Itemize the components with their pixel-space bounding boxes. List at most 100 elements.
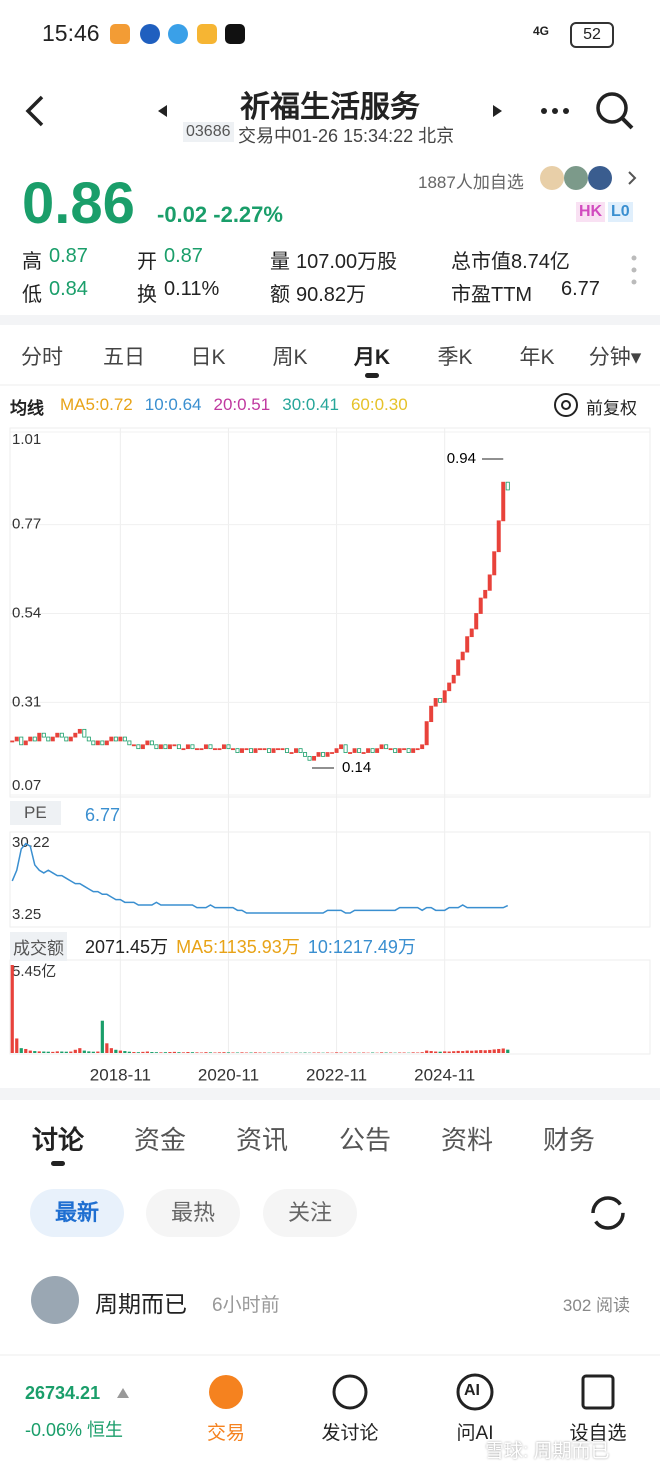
watch-icon[interactable] [581, 1374, 615, 1410]
stat-value: 90.82万 [296, 284, 367, 306]
action-label[interactable]: 发讨论 [321, 1423, 379, 1444]
index-change[interactable]: -0.06% 恒生 [25, 1420, 124, 1440]
candle [501, 481, 506, 522]
candle [316, 752, 321, 757]
volume-summary: MA5:1135.93万 [176, 937, 300, 957]
volume-bar [438, 1051, 442, 1053]
candle [294, 748, 299, 753]
candle [361, 752, 366, 754]
candle [199, 748, 204, 751]
period-tab[interactable]: 周K [272, 346, 308, 369]
stat-value: 0.84 [49, 278, 88, 300]
content-tab[interactable]: 公告 [338, 1125, 391, 1155]
candle [415, 748, 420, 751]
candle [325, 752, 330, 757]
adjust-icon[interactable] [554, 393, 578, 417]
volume-bar [73, 1049, 77, 1053]
candle [262, 748, 267, 751]
content-tab[interactable]: 讨论 [31, 1125, 84, 1155]
volume-bar [100, 1020, 104, 1053]
arrow[interactable] [628, 171, 637, 185]
volume-bar [172, 1051, 177, 1053]
candle [95, 740, 100, 746]
prev-stock[interactable] [158, 105, 167, 117]
candle [55, 732, 60, 738]
period-tab[interactable]: 季K [437, 346, 473, 369]
candle [321, 752, 326, 757]
volume-bar [69, 1051, 73, 1053]
candle [442, 690, 447, 703]
filter-pill[interactable]: 关注 [263, 1189, 357, 1237]
candle [185, 744, 190, 750]
next-stock[interactable] [493, 105, 502, 117]
period-tab[interactable]: 分时 [21, 346, 63, 369]
candle [352, 748, 357, 753]
period-tab[interactable]: 五日 [103, 346, 145, 369]
candle [388, 748, 393, 751]
volume-bar [411, 1052, 415, 1053]
refresh-button[interactable] [591, 1196, 625, 1230]
action-label[interactable]: 设自选 [569, 1423, 627, 1444]
candle [393, 748, 398, 753]
volume-bar [141, 1051, 145, 1053]
volume-bar [33, 1051, 37, 1053]
ai-icon[interactable] [456, 1373, 494, 1411]
content-tab[interactable]: 资金 [133, 1125, 186, 1155]
volume-bar [87, 1051, 91, 1053]
candle [276, 748, 281, 751]
adjust-mode[interactable]: 前复权 [586, 399, 637, 418]
index-value[interactable]: 26734.21 [25, 1383, 101, 1403]
candle [212, 748, 217, 751]
candle [303, 752, 308, 757]
volume-bar [177, 1052, 181, 1053]
candle [289, 752, 294, 754]
volume-bar [118, 1050, 122, 1053]
content-tab[interactable]: 资料 [440, 1125, 493, 1155]
stat-label: 市盈TTM [451, 284, 533, 306]
post-author[interactable]: 周期而已 [95, 1291, 187, 1317]
volume-bar [443, 1051, 447, 1053]
period-tab[interactable]: 年K [519, 346, 555, 369]
pe-label: PE [10, 801, 61, 825]
volume-bar [456, 1050, 460, 1053]
volume-bar [19, 1048, 23, 1053]
more-button[interactable] [541, 108, 569, 114]
more-stats[interactable] [631, 255, 637, 285]
filter-pill[interactable]: 最热 [146, 1189, 240, 1237]
period-tab[interactable]: 分钟▾ [588, 346, 642, 369]
search-button[interactable] [596, 92, 634, 130]
post-time: 6小时前 [212, 1295, 280, 1316]
volume-bar [82, 1050, 86, 1053]
period-tab[interactable]: 日K [190, 346, 226, 369]
stock-title: 祈福生活服务 [240, 91, 420, 124]
action-label[interactable]: 交易 [206, 1423, 245, 1444]
content-tab[interactable]: 资讯 [235, 1125, 288, 1155]
ma-item: 10:0.64 [144, 395, 202, 414]
filter-pill[interactable]: 最新 [30, 1189, 124, 1237]
candle [402, 748, 407, 751]
stat-label: 额 [270, 284, 290, 306]
candle [28, 736, 33, 742]
content-tab[interactable]: 财务 [542, 1125, 595, 1155]
action-label[interactable]: 问AI [456, 1423, 494, 1444]
volume-bar [28, 1050, 32, 1053]
stat-value: 0.87 [164, 245, 203, 267]
stat-label: 低 [22, 284, 42, 306]
trade-icon[interactable] [209, 1375, 243, 1409]
volume-bar [208, 1052, 213, 1053]
volume-bar [190, 1052, 195, 1053]
volume-bar [492, 1049, 496, 1053]
candle [149, 740, 154, 746]
period-tab[interactable]: 月K [353, 346, 391, 369]
stock-code: 03686 [183, 122, 234, 142]
candle [158, 744, 163, 750]
back-button[interactable] [25, 95, 44, 127]
candle [492, 551, 497, 576]
volume-bar [465, 1050, 469, 1053]
candle [239, 748, 244, 753]
discuss-icon[interactable] [332, 1374, 368, 1410]
candle [244, 748, 249, 751]
volume-bar [55, 1051, 59, 1053]
pe-value: 6.77 [85, 805, 121, 825]
